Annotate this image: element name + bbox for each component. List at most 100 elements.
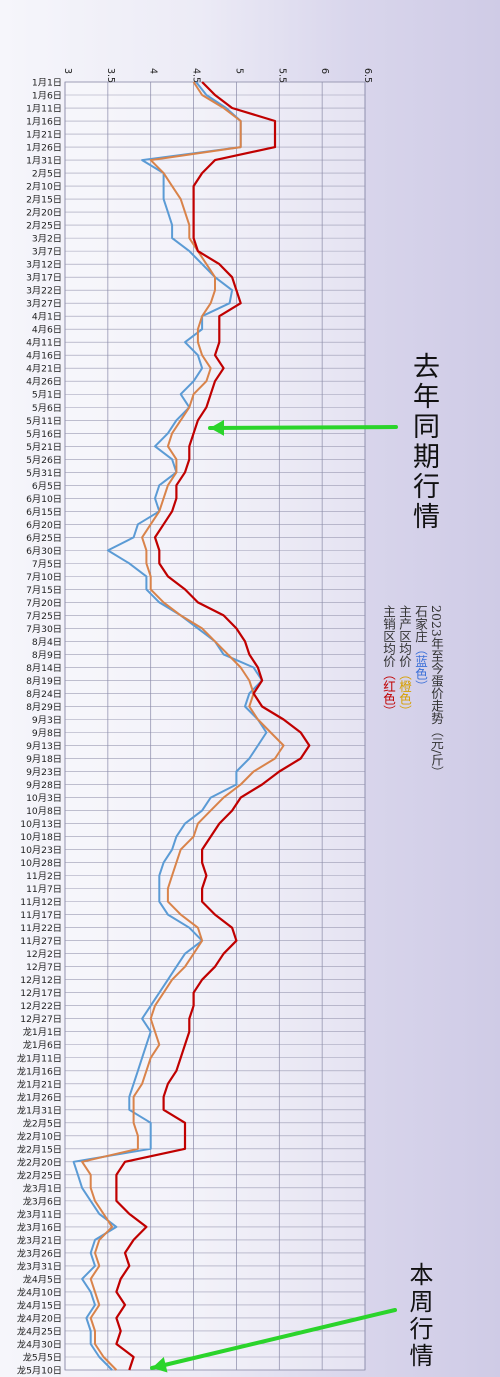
category-label: 4月11日 [26, 338, 62, 349]
category-label: 10月28日 [20, 858, 62, 869]
category-label: 3月2日 [32, 234, 62, 245]
category-label: 10月13日 [20, 819, 62, 830]
category-label: 4月6日 [32, 325, 62, 336]
category-label: 龙2月15日 [17, 1143, 62, 1155]
category-label: 龙3月31日 [17, 1260, 62, 1272]
category-label: 4月26日 [26, 377, 62, 388]
arrow-this-week [150, 1308, 397, 1370]
value-tick-label: 4 [148, 68, 159, 74]
category-label: 龙1月21日 [17, 1078, 62, 1090]
category-label: 5月21日 [26, 442, 62, 453]
category-label: 1月21日 [26, 130, 62, 141]
value-tick-label: 4.5 [191, 68, 202, 83]
category-label: 5月11日 [26, 416, 62, 427]
category-label: 4月1日 [32, 312, 62, 323]
category-label: 龙4月5日 [23, 1273, 62, 1285]
category-label: 3月22日 [26, 286, 62, 297]
category-label: 11月17日 [20, 910, 62, 921]
value-tick-label: 5.5 [276, 68, 287, 83]
category-label: 8月29日 [26, 702, 62, 713]
category-label: 龙4月25日 [17, 1325, 62, 1337]
category-label: 2月15日 [26, 195, 62, 206]
category-label: 龙1月16日 [17, 1065, 62, 1077]
value-tick-label: 3.5 [105, 68, 116, 83]
category-label: 龙3月1日 [23, 1182, 62, 1194]
category-label: 1月1日 [32, 78, 62, 89]
category-label: 龙1月1日 [23, 1026, 62, 1038]
category-label: 6月20日 [26, 520, 62, 531]
category-label: 12月22日 [20, 1001, 62, 1012]
category-label: 3月17日 [26, 273, 62, 284]
category-label: 9月3日 [32, 715, 62, 726]
category-label: 9月28日 [26, 780, 62, 791]
series-line-3 [115, 81, 311, 1371]
category-label: 7月25日 [26, 611, 62, 622]
category-label: 11月27日 [20, 936, 62, 947]
category-label: 5月16日 [26, 429, 62, 440]
category-label: 9月8日 [32, 728, 62, 739]
category-label: 6月10日 [26, 494, 62, 505]
chart-title: 2023年至今蛋价走势（元/斤） [429, 605, 444, 779]
category-label: 1月6日 [32, 91, 62, 102]
legend-item-producing-area: 主产区均价（橙色） [397, 605, 412, 718]
category-label: 10月23日 [20, 845, 62, 856]
category-label: 龙5月5日 [23, 1351, 62, 1363]
category-label: 1月16日 [26, 117, 62, 128]
category-label: 4月21日 [26, 364, 62, 375]
category-label: 11月7日 [26, 884, 62, 895]
category-label: 11月2日 [26, 871, 62, 882]
category-label: 5月31日 [26, 468, 62, 479]
category-label: 7月30日 [26, 624, 62, 635]
category-label: 龙1月26日 [17, 1091, 62, 1103]
category-label: 10月18日 [20, 832, 62, 843]
category-label: 龙2月10日 [17, 1130, 62, 1142]
series-line-2 [81, 81, 285, 1371]
category-label: 龙2月25日 [17, 1169, 62, 1181]
category-label: 8月19日 [26, 676, 62, 687]
category-label: 龙1月11日 [17, 1052, 62, 1064]
category-label: 12月7日 [26, 962, 62, 973]
category-label: 2月5日 [32, 169, 62, 180]
category-label: 龙4月30日 [17, 1338, 62, 1350]
annotation-this-week: 本周行情 [405, 1262, 433, 1370]
category-label: 5月26日 [26, 455, 62, 466]
category-label: 9月18日 [26, 754, 62, 765]
value-tick-label: 5 [233, 68, 244, 74]
category-label: 8月14日 [26, 663, 62, 674]
category-label: 龙4月10日 [17, 1286, 62, 1298]
value-tick-label: 6 [319, 68, 330, 74]
category-label: 11月22日 [20, 923, 62, 934]
category-label: 3月7日 [32, 247, 62, 258]
category-label: 10月8日 [26, 806, 62, 817]
category-label: 12月17日 [20, 988, 62, 999]
category-label: 5月1日 [32, 390, 62, 401]
plot-area [64, 81, 366, 1371]
category-label: 7月5日 [32, 559, 62, 570]
category-label: 11月12日 [20, 897, 62, 908]
category-label: 3月12日 [26, 260, 62, 271]
category-label: 8月4日 [32, 637, 62, 648]
value-tick-label: 3 [62, 68, 73, 74]
value-tick-label: 6.5 [362, 68, 373, 83]
category-label: 8月24日 [26, 689, 62, 700]
category-label: 龙3月21日 [17, 1234, 62, 1246]
category-label: 龙4月15日 [17, 1299, 62, 1311]
chart-legend: 2023年至今蛋价走势（元/斤） 石家庄（蓝色） 主产区均价（橙色） 主销区均价… [380, 605, 444, 875]
category-label: 龙5月10日 [17, 1365, 62, 1377]
category-label: 龙4月20日 [17, 1312, 62, 1324]
legend-item-shijiazhuang: 石家庄（蓝色） [413, 605, 428, 693]
category-label: 12月2日 [26, 949, 62, 960]
category-label: 2月25日 [26, 221, 62, 232]
category-label: 龙1月31日 [17, 1104, 62, 1116]
legend-item-selling-area: 主销区均价（红色） [381, 605, 396, 718]
category-label: 龙1月6日 [23, 1039, 62, 1051]
category-label: 9月23日 [26, 767, 62, 778]
category-label: 龙3月11日 [17, 1208, 62, 1220]
category-label: 7月20日 [26, 598, 62, 609]
category-label: 6月25日 [26, 533, 62, 544]
category-label: 6月5日 [32, 481, 62, 492]
arrow-last-year [208, 425, 398, 430]
category-label: 12月12日 [20, 975, 62, 986]
category-label: 10月3日 [26, 793, 62, 804]
